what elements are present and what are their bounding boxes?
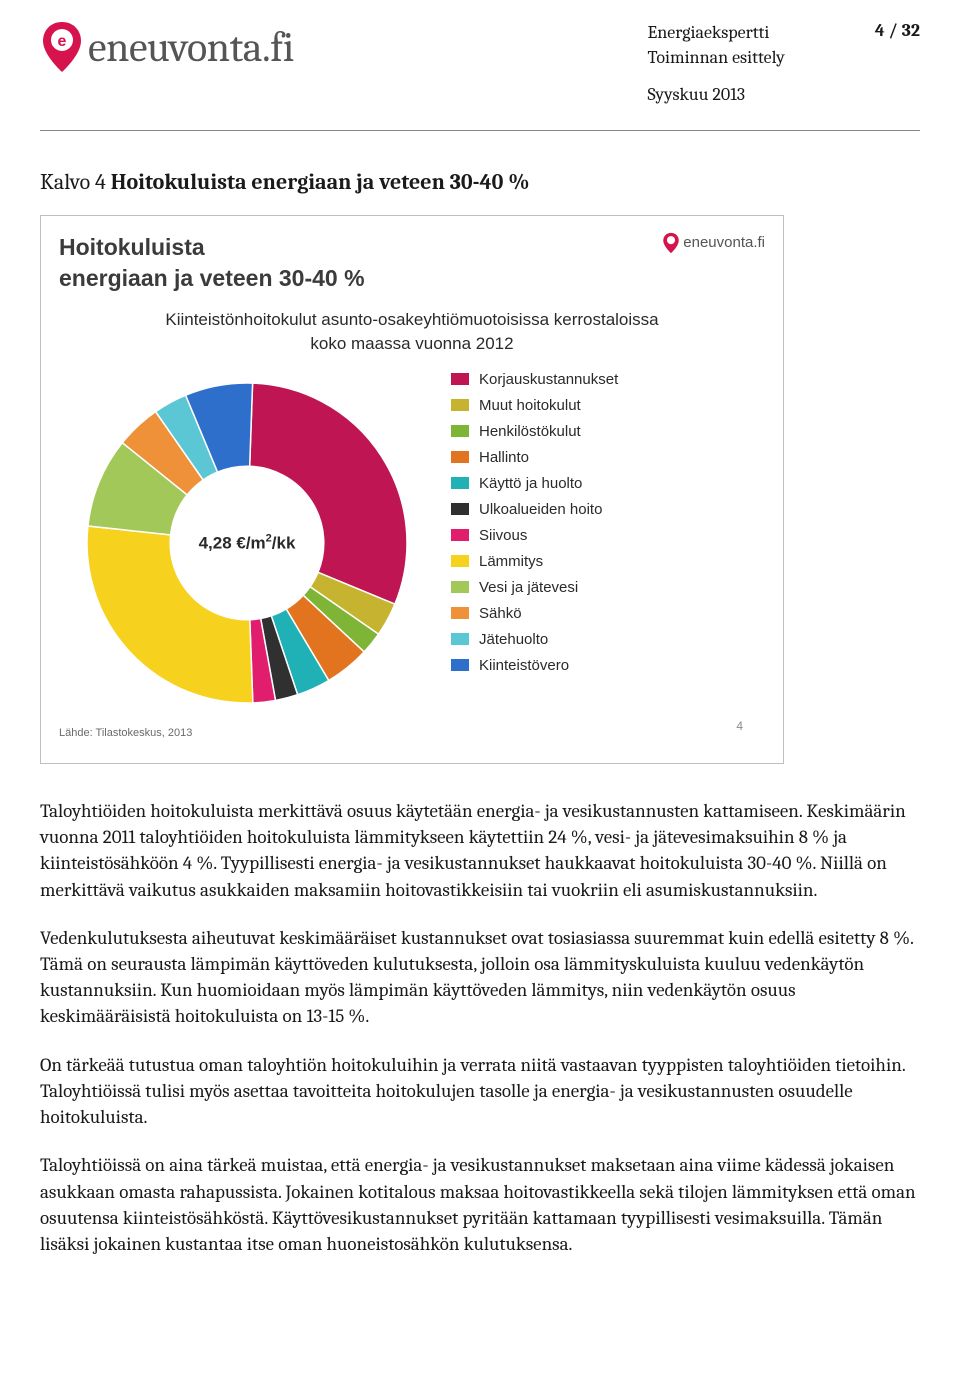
slide-inner-header: Hoitokuluista energiaan ja veteen 30-40 … xyxy=(59,232,765,294)
paragraph: Vedenkulutuksesta aiheutuvat keskimääräi… xyxy=(40,925,920,1030)
legend-item: Ulkoalueiden hoito xyxy=(451,501,618,518)
slide-headline-line1: Hoitokuluista xyxy=(59,234,205,260)
slide-heading-bold: Hoitokuluista energiaan ja veteen 30-40 … xyxy=(111,169,530,195)
logo-text: eneuvonta.fi xyxy=(88,23,294,72)
body-text: Taloyhtiöiden hoitokuluista merkittävä o… xyxy=(40,798,920,1257)
legend-swatch xyxy=(451,425,469,437)
legend-item: Käyttö ja huolto xyxy=(451,475,618,492)
donut-center-label: 4,28 €/m2/kk xyxy=(199,533,296,554)
legend-swatch xyxy=(451,529,469,541)
legend-swatch xyxy=(451,555,469,567)
legend-item: Hallinto xyxy=(451,449,618,466)
slide-brand: eneuvonta.fi xyxy=(662,232,765,254)
slide-subtitle: Kiinteistönhoitokulut asunto-osakeyhtiöm… xyxy=(59,308,765,357)
legend-label: Muut hoitokulut xyxy=(479,397,581,414)
legend-swatch xyxy=(451,633,469,645)
svg-text:e: e xyxy=(58,33,67,50)
legend-label: Jätehuolto xyxy=(479,631,548,648)
slide-heading: Kalvo 4 Hoitokuluista energiaan ja vetee… xyxy=(40,169,920,195)
legend-item: Henkilöstökulut xyxy=(451,423,618,440)
legend-item: Kiinteistövero xyxy=(451,657,618,674)
legend-swatch xyxy=(451,373,469,385)
legend-label: Hallinto xyxy=(479,449,529,466)
header-meta-date: Syyskuu 2013 xyxy=(648,82,785,107)
legend-label: Sähkö xyxy=(479,605,522,622)
slide-headline: Hoitokuluista energiaan ja veteen 30-40 … xyxy=(59,232,365,294)
legend-swatch xyxy=(451,477,469,489)
slide-headline-line2: energiaan ja veteen 30-40 % xyxy=(59,265,365,291)
legend-item: Siivous xyxy=(451,527,618,544)
legend-item: Sähkö xyxy=(451,605,618,622)
legend-label: Ulkoalueiden hoito xyxy=(479,501,602,518)
legend-item: Muut hoitokulut xyxy=(451,397,618,414)
header-meta-line1: Energiaekspertti xyxy=(648,20,785,45)
paragraph: Taloyhtiöissä on aina tärkeä muistaa, et… xyxy=(40,1152,920,1257)
legend-swatch xyxy=(451,659,469,671)
header-meta: Energiaekspertti Toiminnan esittely Syys… xyxy=(648,20,875,108)
legend-item: Vesi ja jätevesi xyxy=(451,579,618,596)
legend-label: Siivous xyxy=(479,527,527,544)
slide-brand-text: eneuvonta.fi xyxy=(683,234,765,251)
slide-page-mark: 4 xyxy=(736,719,743,733)
chart-area: 4,28 €/m2/kk Korjauskustannukset Muut hoi… xyxy=(59,363,765,723)
paragraph: Taloyhtiöiden hoitokuluista merkittävä o… xyxy=(40,798,920,903)
legend-swatch xyxy=(451,581,469,593)
legend-label: Vesi ja jätevesi xyxy=(479,579,578,596)
pin-icon: e xyxy=(40,20,84,74)
legend-label: Käyttö ja huolto xyxy=(479,475,582,492)
legend-swatch xyxy=(451,503,469,515)
logo: e eneuvonta.fi xyxy=(40,20,294,74)
embedded-slide: Hoitokuluista energiaan ja veteen 30-40 … xyxy=(40,215,784,764)
legend-label: Henkilöstökulut xyxy=(479,423,581,440)
header-meta-line2: Toiminnan esittely xyxy=(648,45,785,70)
legend-item: Lämmitys xyxy=(451,553,618,570)
chart-legend: Korjauskustannukset Muut hoitokulut Henkil… xyxy=(451,363,618,683)
legend-label: Kiinteistövero xyxy=(479,657,569,674)
page-number: 4 / 32 xyxy=(875,20,920,41)
legend-label: Lämmitys xyxy=(479,553,543,570)
pin-icon xyxy=(662,232,680,254)
legend-swatch xyxy=(451,607,469,619)
slide-subtitle-line2: koko maassa vuonna 2012 xyxy=(310,334,513,353)
donut-chart: 4,28 €/m2/kk xyxy=(67,363,427,723)
legend-swatch xyxy=(451,451,469,463)
legend-item: Korjauskustannukset xyxy=(451,371,618,388)
legend-swatch xyxy=(451,399,469,411)
slide-source: Lähde: Tilastokeskus, 2013 xyxy=(59,727,765,739)
page-header: e eneuvonta.fi Energiaekspertti Toiminna… xyxy=(40,20,920,131)
paragraph: On tärkeää tutustua oman taloyhtiön hoit… xyxy=(40,1052,920,1131)
legend-item: Jätehuolto xyxy=(451,631,618,648)
slide-heading-prefix: Kalvo 4 xyxy=(40,169,111,195)
slide-subtitle-line1: Kiinteistönhoitokulut asunto-osakeyhtiöm… xyxy=(165,310,658,329)
donut-slice xyxy=(250,383,407,604)
legend-label: Korjauskustannukset xyxy=(479,371,618,388)
